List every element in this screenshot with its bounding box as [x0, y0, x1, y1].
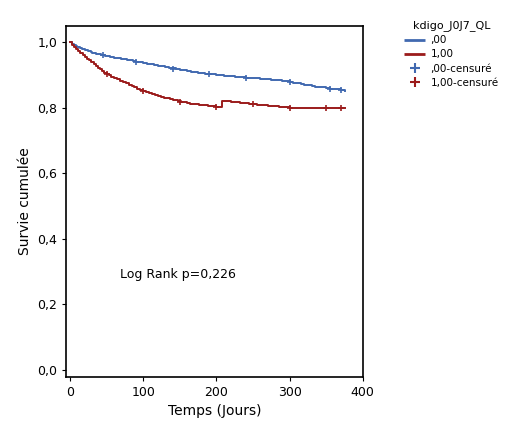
Y-axis label: Survie cumulée: Survie cumulée: [18, 147, 32, 255]
Text: Log Rank p=0,226: Log Rank p=0,226: [120, 268, 236, 281]
Legend: ,00, 1,00, ,00-censuré, 1,00-censuré: ,00, 1,00, ,00-censuré, 1,00-censuré: [402, 18, 501, 90]
X-axis label: Temps (Jours): Temps (Jours): [168, 404, 261, 418]
